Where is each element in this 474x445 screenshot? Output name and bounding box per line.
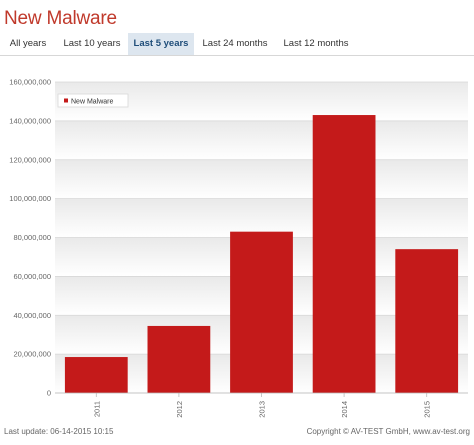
tab-last-12-months[interactable]: Last 12 months xyxy=(283,38,349,49)
legend-box xyxy=(57,93,129,108)
y-tick-label: 100,000,000 xyxy=(9,194,51,203)
legend-label-new-malware: New Malware xyxy=(71,99,114,106)
plot-band xyxy=(55,120,468,160)
last-update-text: Last update: 06-14-2015 10:15 xyxy=(4,427,114,436)
tab-last-24-months[interactable]: Last 24 months xyxy=(202,38,268,49)
x-tick-label: 2011 xyxy=(92,401,101,417)
bar-2014[interactable] xyxy=(312,115,376,393)
x-tick-label: 2013 xyxy=(258,401,267,418)
y-tick-label: 80,000,000 xyxy=(13,233,51,242)
bars xyxy=(64,115,459,393)
x-tick-label: 2012 xyxy=(175,401,184,418)
malware-bar-chart: 0 20,000,000 40,000,000 60,000,000 80,000,00… xyxy=(9,78,468,418)
bar-2015[interactable] xyxy=(395,249,459,393)
y-tick-label: 160,000,000 xyxy=(9,78,51,87)
page-title: New Malware xyxy=(4,8,117,29)
y-tick-label: 20,000,000 xyxy=(13,350,51,359)
bar-2011[interactable] xyxy=(64,357,128,393)
legend[interactable]: New Malware xyxy=(57,93,129,108)
y-tick-label: 0 xyxy=(47,389,51,398)
x-axis-ticks: 2011 2012 2013 2014 2015 xyxy=(55,392,468,418)
copyright-text: Copyright © AV-TEST GmbH, www.av-test.or… xyxy=(306,427,470,436)
tab-last-10-years[interactable]: Last 10 years xyxy=(63,38,121,49)
plot-band xyxy=(55,159,468,199)
x-tick-label: 2014 xyxy=(340,401,349,418)
y-tick-label: 120,000,000 xyxy=(9,155,51,164)
bar-2013[interactable] xyxy=(230,231,293,393)
y-axis-ticks: 0 20,000,000 40,000,000 60,000,000 80,000,00… xyxy=(9,78,51,398)
y-tick-label: 60,000,000 xyxy=(13,272,51,281)
y-tick-label: 40,000,000 xyxy=(13,311,51,320)
x-tick-label: 2015 xyxy=(423,401,432,418)
tab-all-years[interactable]: All years xyxy=(9,38,47,49)
plot-band xyxy=(55,198,468,238)
tab-last-5-years[interactable]: Last 5 years xyxy=(128,33,194,55)
legend-swatch-new-malware xyxy=(64,98,68,103)
bar-2012[interactable] xyxy=(147,325,211,393)
time-range-tabs: All years Last 10 years Last 5 years Las… xyxy=(0,33,474,56)
y-tick-label: 140,000,000 xyxy=(9,116,51,125)
